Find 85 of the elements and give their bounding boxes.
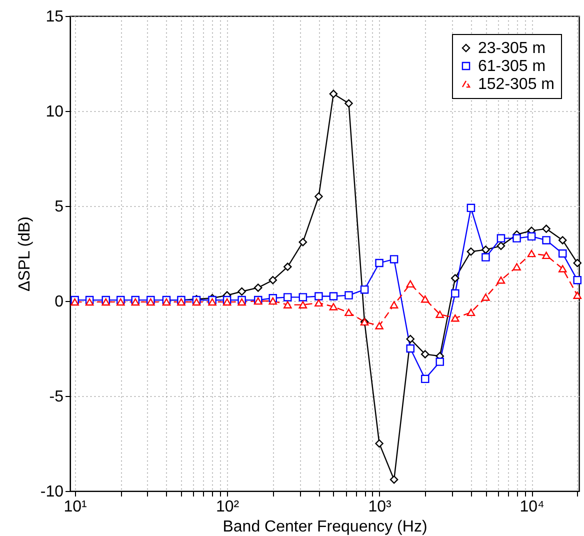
y-tick-label: -5	[49, 388, 64, 406]
point	[420, 350, 430, 358]
point	[436, 310, 444, 318]
point	[406, 280, 415, 288]
point	[451, 289, 460, 298]
x-tick-label: 10³	[368, 498, 392, 516]
y-axis-title: ΔSPL (dB)	[16, 216, 34, 292]
point	[344, 99, 353, 108]
y-tick-label: -10	[40, 484, 64, 500]
point	[420, 295, 430, 303]
point	[102, 298, 110, 306]
point	[496, 276, 506, 284]
point	[283, 293, 292, 302]
point	[298, 301, 308, 308]
point	[436, 358, 444, 366]
point	[558, 249, 567, 258]
point	[542, 224, 550, 233]
x-tick-label: 10¹	[64, 498, 87, 516]
point	[466, 308, 476, 316]
point	[406, 344, 414, 353]
point	[390, 475, 398, 484]
x-tick-label: 10⁴	[520, 498, 544, 516]
point	[314, 299, 323, 307]
point	[390, 255, 398, 264]
point	[482, 294, 490, 301]
point	[496, 234, 506, 242]
point	[451, 274, 460, 282]
y-tick-label: 5	[54, 198, 64, 216]
point	[542, 236, 550, 244]
point	[254, 284, 262, 292]
point	[390, 301, 398, 308]
point	[283, 301, 292, 308]
point	[573, 276, 582, 284]
point	[512, 263, 521, 270]
point	[344, 308, 353, 316]
point	[451, 314, 460, 322]
point	[192, 298, 201, 306]
point	[375, 258, 384, 268]
point	[268, 297, 278, 305]
point	[482, 246, 490, 254]
point	[314, 292, 323, 300]
point	[496, 242, 506, 250]
legend-label: 23-305 m	[478, 40, 546, 57]
point	[162, 298, 171, 306]
point	[482, 253, 490, 262]
point	[573, 258, 582, 268]
point	[527, 250, 536, 258]
point	[131, 298, 140, 306]
point	[238, 287, 246, 296]
point	[406, 334, 415, 344]
point	[298, 293, 308, 302]
point	[329, 90, 338, 98]
point	[527, 232, 536, 241]
point	[420, 374, 430, 384]
point	[208, 298, 216, 306]
point	[329, 292, 338, 300]
point	[375, 439, 384, 448]
point	[375, 322, 384, 330]
point	[573, 292, 582, 299]
y-tick-label: 10	[46, 104, 64, 120]
legend-label: 152-305 m	[478, 76, 554, 93]
y-tick-label: 15	[46, 8, 64, 26]
point	[283, 262, 292, 271]
y-tick-label: 0	[54, 294, 64, 310]
point	[512, 234, 521, 242]
point	[329, 303, 338, 310]
point	[314, 192, 323, 201]
point	[542, 252, 550, 260]
point	[222, 298, 232, 306]
point	[268, 276, 278, 284]
point	[360, 285, 369, 294]
point	[146, 298, 155, 306]
point	[466, 247, 476, 256]
point	[177, 298, 186, 306]
point	[466, 204, 476, 212]
point	[558, 236, 567, 244]
point	[558, 265, 567, 272]
point	[298, 238, 308, 246]
legend-label: 61-305 m	[478, 58, 546, 75]
x-tick-label: 10²	[216, 498, 240, 516]
point	[344, 291, 353, 300]
point	[116, 298, 125, 306]
x-axis-title: Band Center Frequency (Hz)	[222, 518, 428, 536]
point	[85, 298, 94, 306]
point	[238, 298, 246, 306]
